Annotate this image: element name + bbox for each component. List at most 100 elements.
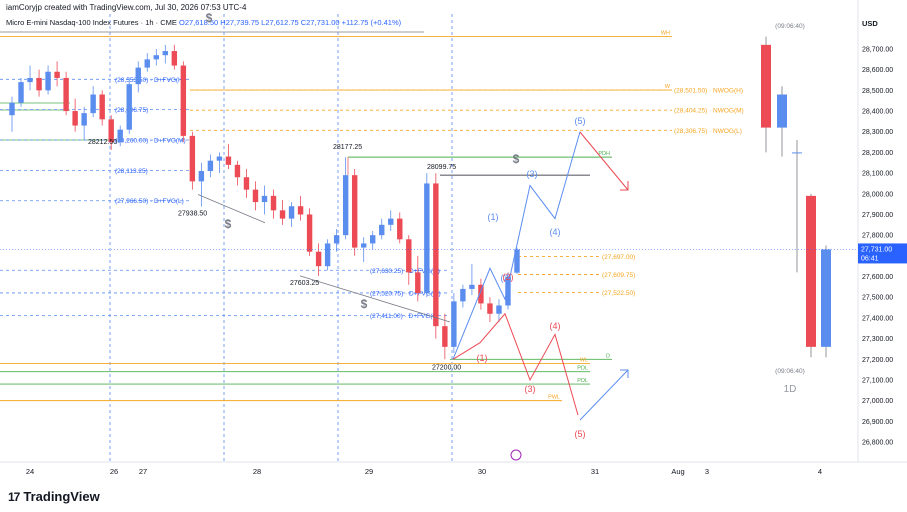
blue-wave-label: (1) (488, 212, 499, 222)
candle-body (198, 171, 205, 182)
level-label: PDH (598, 151, 610, 157)
candle-body (234, 164, 241, 178)
time-tick-label: 27 (139, 467, 147, 476)
candle-body (306, 214, 313, 252)
time-tick-label: 4 (818, 467, 822, 476)
blue-wave-label: (3) (527, 169, 538, 179)
candle-body (216, 156, 223, 161)
candle-body (45, 71, 51, 91)
price-annotation: 28099.75 (427, 164, 456, 171)
daily-timer-top: (09:06:40) (775, 23, 805, 30)
symbol-line: Micro E-mini Nasdaq-100 Index Futures · … (6, 18, 401, 27)
red-arrow-head-icon (620, 181, 629, 191)
daily-candle-body (821, 249, 831, 347)
level-label: (28,306.75) · NWOG(L) (674, 128, 742, 135)
level-label: WH (661, 31, 670, 37)
last-price-badge (858, 243, 907, 264)
candle-body (397, 218, 403, 240)
level-label: PWL (548, 395, 560, 401)
candle-body (108, 119, 114, 143)
candle-body (279, 210, 286, 219)
candle-body (171, 51, 178, 66)
red-wave-label: (2) (503, 272, 514, 282)
candle-body (342, 175, 349, 236)
candle-body (252, 189, 259, 203)
candle-body (333, 235, 340, 244)
level-label: W (665, 84, 671, 90)
candle-body (351, 175, 358, 248)
blue-arrow-head-icon (620, 369, 629, 378)
red-wave-label: (1) (477, 353, 488, 363)
candle-body (514, 249, 520, 273)
level-label: PDL (577, 378, 588, 384)
level-label: WL (580, 357, 588, 363)
candle-body (180, 65, 187, 136)
price-annotation: 27200.00 (432, 364, 461, 371)
candle-body (81, 113, 87, 126)
price-annotation: 28177.25 (333, 144, 362, 151)
price-tick-label: 28,200.00 (862, 150, 893, 157)
candle-body (487, 303, 493, 314)
candle-body (415, 272, 421, 294)
fvg-label: (27,411.00) · D+FVG(L) (370, 313, 438, 320)
time-tick-label: 24 (26, 467, 34, 476)
candle-body (63, 77, 69, 112)
dollar-icon: $ (513, 152, 520, 166)
candle-body (36, 77, 42, 91)
level-label: D (606, 353, 610, 359)
price-tick-label: 28,100.00 (862, 171, 893, 178)
candle-body (360, 243, 367, 248)
candle-body (243, 177, 250, 190)
fvg-label: (28,260.00) · D+FVG(M) (115, 138, 186, 145)
price-tick-label: 28,300.00 (862, 129, 893, 136)
candle-body (442, 326, 448, 347)
symbol-title[interactable]: Micro E-mini Nasdaq-100 Index Futures · … (6, 18, 177, 27)
currency-label: USD (862, 19, 878, 28)
daily-timer-bottom: (09:06:40) (775, 368, 805, 375)
candle-body (370, 235, 376, 244)
candle-body (315, 251, 322, 267)
bar-countdown-label: 06:41 (861, 255, 879, 262)
fvg-label: (27,520.75) · D+FVG(M) (370, 290, 441, 297)
red-wave-label: (5) (575, 429, 586, 439)
blue-arrow-line (579, 369, 629, 421)
last-price-label: 27,731.00 (861, 246, 892, 253)
tradingview-brand[interactable]: 17 TradingView (8, 489, 100, 504)
time-tick-label: 30 (478, 467, 486, 476)
price-tick-label: 27,900.00 (862, 212, 893, 219)
trend-line (197, 194, 266, 224)
price-tick-label: 26,800.00 (862, 440, 893, 447)
time-tick-label: 31 (591, 467, 599, 476)
daily-timeframe-label: 1D (784, 384, 797, 395)
fvg-label: (28,553.50) · D+FVG(H) (115, 77, 185, 84)
trend-line (299, 275, 451, 323)
candle-body (388, 218, 394, 225)
candle-body (451, 301, 457, 347)
price-annotation: 28212.50 (88, 139, 117, 146)
candle-body (379, 224, 385, 236)
price-tick-label: 27,000.00 (862, 398, 893, 405)
time-tick-label: 3 (705, 467, 709, 476)
dollar-icon: $ (206, 11, 213, 25)
price-tick-label: 27,800.00 (862, 233, 893, 240)
candle-body (288, 206, 295, 219)
price-change: +112.75 (+0.41%) (341, 18, 402, 27)
candle-body (460, 288, 466, 302)
red-arrow-line (579, 131, 629, 191)
daily-candle-body (806, 195, 816, 347)
level-label: (28,501.50) · NWOG(H) (674, 88, 743, 95)
candle-body (505, 276, 511, 306)
candle-body (324, 243, 331, 267)
candle-body (117, 129, 123, 143)
event-icon[interactable] (510, 449, 522, 461)
candle-body (433, 183, 439, 327)
candle-body (99, 94, 105, 120)
candle-body (496, 305, 502, 314)
fvg-label: (27,966.50) · D+FVG(L) (115, 198, 184, 205)
candle-body (189, 135, 196, 182)
price-annotation: 27938.50 (178, 211, 207, 218)
time-tick-label: Aug (671, 467, 684, 476)
dollar-icon: $ (225, 217, 232, 231)
